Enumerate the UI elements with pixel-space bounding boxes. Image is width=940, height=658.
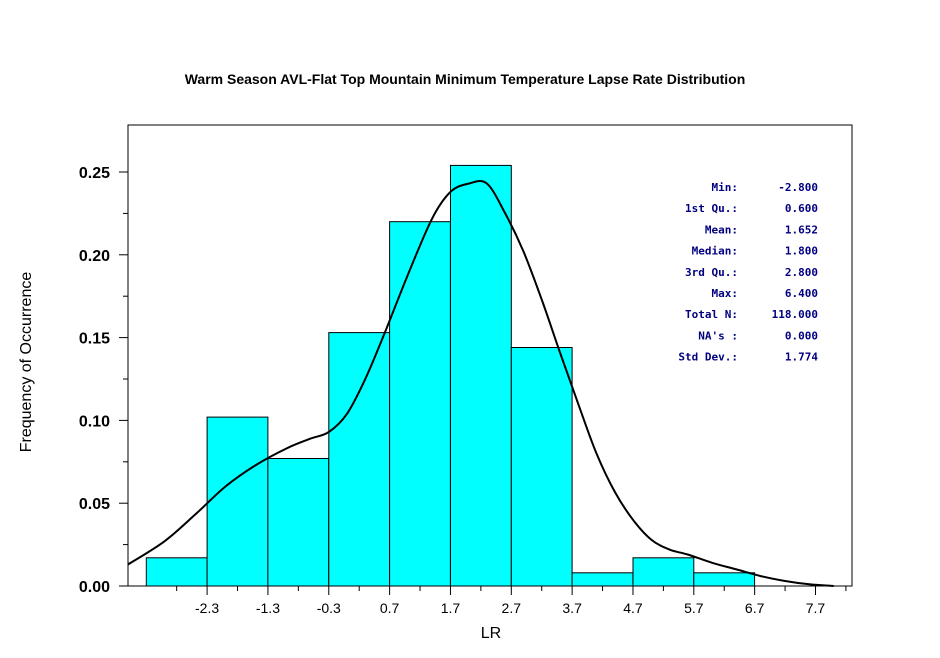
x-axis-label: LR [481,625,501,642]
histogram-bar-6 [450,164,512,587]
y-tick-label: 0.20 [79,248,110,265]
stat-value: 6.400 [785,287,818,300]
x-tick-label: 3.7 [562,600,582,616]
stat-value: 2.800 [785,266,818,279]
histogram-bar-8 [571,572,634,587]
y-axis: 0.00 0.05 0.10 0.15 0.20 0.25 [79,165,128,596]
stat-value: 0.000 [785,329,818,342]
summary-statistics-box: Min: -2.800 1st Qu.: 0.600 Mean: 1.652 Median:… [678,181,818,364]
histogram-bar-5 [389,221,451,587]
x-tick-label: 6.7 [745,600,765,616]
y-axis-label: Frequency of Occurrence [18,272,35,453]
histogram-bar-10 [693,572,756,587]
stat-value: 1.774 [785,351,818,364]
x-tick-label: 7.7 [806,600,826,616]
density-curve-group [127,180,834,587]
stat-label: Mean: [705,223,738,236]
x-tick-label: -0.3 [317,600,341,616]
stat-label: 1st Qu.: [685,202,738,215]
stat-value: 1.800 [785,245,818,258]
x-tick-label: -1.3 [256,600,280,616]
stat-label: 3rd Qu.: [685,266,738,279]
stat-value: -2.800 [778,181,818,194]
histogram-bar-4 [328,332,391,587]
stat-label: Max: [712,287,739,300]
stat-value: 0.600 [785,202,818,215]
x-tick-label: -2.3 [195,600,219,616]
histogram-bar-2 [206,416,269,587]
stat-label: NA's : [698,329,738,342]
bars-group [145,164,756,587]
stat-label: Std Dev.: [678,351,738,364]
stat-value: 1.652 [785,223,818,236]
x-tick-label: 4.7 [623,600,643,616]
x-tick-label: 2.7 [502,600,522,616]
chart-title: Warm Season AVL-Flat Top Mountain Minimu… [185,71,746,87]
histogram-bar-1 [145,557,208,587]
y-tick-label: 0.10 [79,413,110,430]
x-axis: -2.3 -1.3 -0.3 0.7 1.7 2.7 3.7 4.7 5.7 6.7 7.7 [176,586,847,616]
histogram-bar-3 [267,458,330,587]
plot-frame [127,124,853,587]
y-tick-label: 0.15 [79,331,110,348]
histogram-bar-9 [632,557,695,587]
stat-value: 118.000 [772,308,818,321]
y-tick-label: 0.25 [79,165,110,182]
stat-label: Min: [712,181,739,194]
x-tick-label: 0.7 [380,600,400,616]
y-tick-label: 0.05 [79,496,110,513]
x-tick-label: 1.7 [441,600,461,616]
x-tick-label: 5.7 [684,600,704,616]
stat-label: Median: [692,245,738,258]
histogram-bar-7 [510,347,573,587]
density-curve [127,180,834,587]
stat-label: Total N: [685,308,738,321]
y-tick-label: 0.00 [79,579,110,596]
